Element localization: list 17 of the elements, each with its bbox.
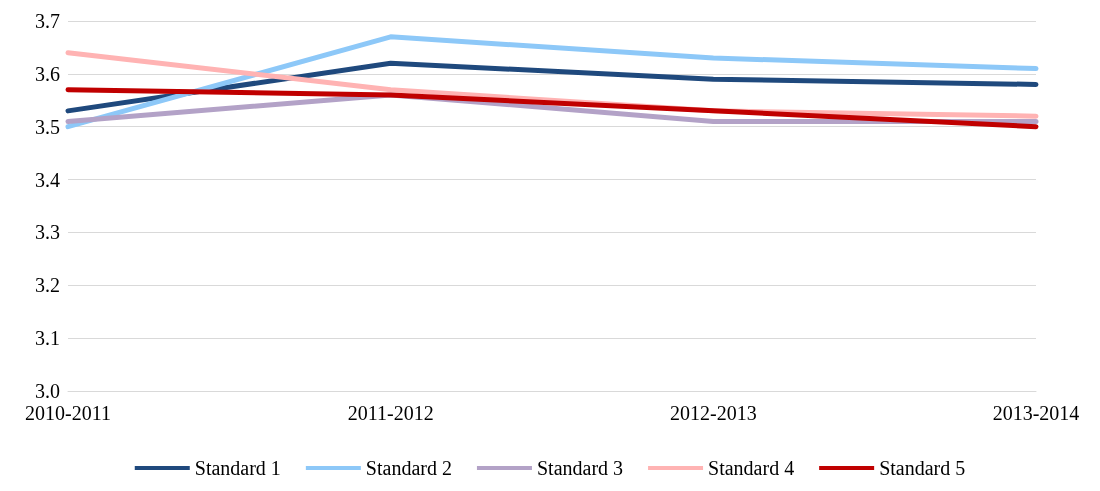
legend-label: Standard 1	[194, 457, 281, 479]
legend-label: Standard 2	[365, 457, 452, 479]
y-tick-label: 3.1	[35, 327, 60, 350]
legend-label: Standard 3	[536, 457, 624, 479]
x-tick-label: 2013-2014	[992, 402, 1080, 424]
y-tick-label: 3.0	[35, 380, 60, 402]
x-tick-label: 2010-2011	[25, 402, 111, 424]
y-tick-label: 3.7	[35, 10, 60, 32]
x-tick-label: 2011-2012	[347, 402, 434, 424]
y-tick-label: 3.5	[35, 115, 60, 138]
legend-label: Standard 5	[879, 457, 966, 479]
y-tick-label: 3.2	[35, 274, 60, 297]
y-tick-label: 3.4	[35, 168, 60, 191]
y-tick-label: 3.6	[35, 62, 60, 85]
x-tick-label: 2012-2013	[670, 402, 757, 424]
legend-label: Standard 4	[708, 457, 795, 479]
y-tick-label: 3.3	[35, 221, 60, 244]
